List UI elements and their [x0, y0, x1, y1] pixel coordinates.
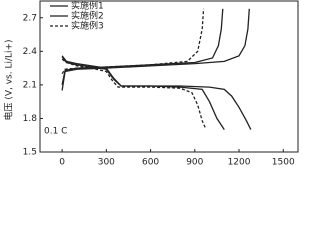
chart: 电压 (V, vs. Li/Li+) 0.1 C 1.5 1.8 2.1 2.4 2.7…: [3, 0, 299, 168]
x-tick-label: 300: [98, 158, 115, 168]
x-tick-label: 900: [186, 158, 203, 168]
legend-label: 实施例1: [71, 0, 104, 12]
x-tick-label: 0: [59, 158, 65, 168]
plot-frame: [39, 0, 299, 153]
x-tick-label: 600: [142, 158, 159, 168]
x-tick-label: 1500: [272, 158, 295, 168]
annotation: 0.1 C: [44, 127, 67, 137]
y-tick-label: 1.5: [23, 148, 37, 158]
y-axis-title: 电压 (V, vs. Li/Li+): [3, 39, 15, 120]
legend-label: 实施例3: [71, 20, 104, 32]
y-tick-label: 2.4: [23, 47, 38, 57]
y-tick-label: 2.7: [23, 13, 37, 23]
y-tick-label: 2.1: [23, 80, 37, 90]
legend-label: 实施例2: [71, 10, 104, 22]
y-tick-label: 1.8: [23, 114, 38, 124]
series-line: [61, 8, 206, 128]
x-tick-label: 1200: [228, 158, 251, 168]
